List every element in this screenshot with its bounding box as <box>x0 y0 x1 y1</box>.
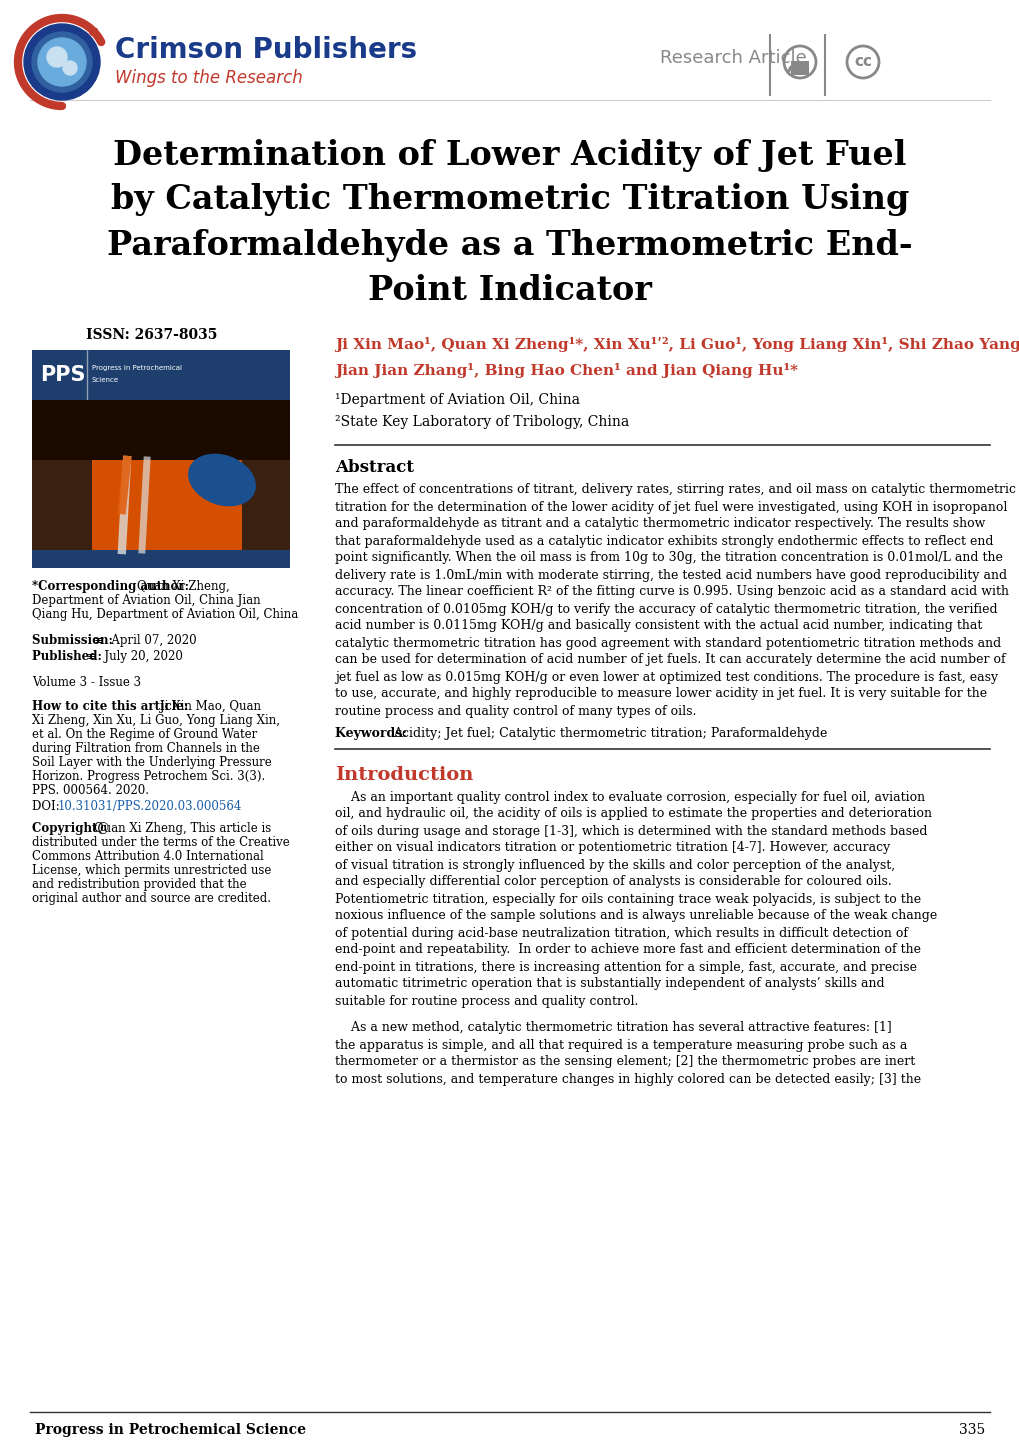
Text: As a new method, catalytic thermometric titration has several attractive feature: As a new method, catalytic thermometric … <box>334 1021 891 1034</box>
Circle shape <box>63 61 76 75</box>
Text: As an important quality control index to evaluate corrosion, especially for fuel: As an important quality control index to… <box>334 790 924 803</box>
Text: Keywords:: Keywords: <box>334 727 411 740</box>
Text: that paraformaldehyde used as a catalytic indicator exhibits strongly endothermi: that paraformaldehyde used as a catalyti… <box>334 535 993 548</box>
Text: License, which permits unrestricted use: License, which permits unrestricted use <box>32 864 271 877</box>
Text: and redistribution provided that the: and redistribution provided that the <box>32 878 247 891</box>
Text: original author and source are credited.: original author and source are credited. <box>32 893 271 906</box>
Text: Point Indicator: Point Indicator <box>368 274 651 307</box>
FancyBboxPatch shape <box>32 399 289 549</box>
Text: Qiang Hu, Department of Aviation Oil, China: Qiang Hu, Department of Aviation Oil, Ch… <box>32 609 298 622</box>
Text: of potential during acid-base neutralization titration, which results in difficu: of potential during acid-base neutraliza… <box>334 927 907 940</box>
Text: acid number is 0.0115mg KOH/g and basically consistent with the actual acid numb: acid number is 0.0115mg KOH/g and basica… <box>334 620 981 633</box>
Text: titration for the determination of the lower acidity of jet fuel were investigat: titration for the determination of the l… <box>334 500 1007 513</box>
Circle shape <box>24 25 100 99</box>
Text: Determination of Lower Acidity of Jet Fuel: Determination of Lower Acidity of Jet Fu… <box>113 138 906 172</box>
Text: to use, accurate, and highly reproducible to measure lower acidity in jet fuel. : to use, accurate, and highly reproducibl… <box>334 688 986 701</box>
Text: Progress in Petrochemical: Progress in Petrochemical <box>92 365 181 371</box>
Text: Potentiometric titration, especially for oils containing trace weak polyacids, i: Potentiometric titration, especially for… <box>334 893 920 906</box>
Text: PPS. 000564. 2020.: PPS. 000564. 2020. <box>32 784 149 797</box>
Text: of oils during usage and storage [1-3], which is determined with the standard me: of oils during usage and storage [1-3], … <box>334 825 926 838</box>
Text: Paraformaldehyde as a Thermometric End-: Paraformaldehyde as a Thermometric End- <box>107 228 912 261</box>
Text: et al. On the Regime of Ground Water: et al. On the Regime of Ground Water <box>32 728 257 741</box>
Text: 10.31031/PPS.2020.03.000564: 10.31031/PPS.2020.03.000564 <box>58 800 243 813</box>
Text: thermometer or a thermistor as the sensing element; [2] the thermometric probes : thermometer or a thermistor as the sensi… <box>334 1056 914 1069</box>
Circle shape <box>32 32 92 92</box>
Text: Ji Xin Mao, Quan: Ji Xin Mao, Quan <box>160 699 261 712</box>
Text: point significantly. When the oil mass is from 10g to 30g, the titration concent: point significantly. When the oil mass i… <box>334 551 1002 564</box>
Text: concentration of 0.0105mg KOH/g to verify the accuracy of catalytic thermometric: concentration of 0.0105mg KOH/g to verif… <box>334 603 997 616</box>
Text: Submission:: Submission: <box>32 634 117 647</box>
Text: Wings to the Research: Wings to the Research <box>115 69 303 87</box>
Text: and paraformaldehyde as titrant and a catalytic thermometric indicator respectiv: and paraformaldehyde as titrant and a ca… <box>334 518 984 531</box>
Text: can be used for determination of acid number of jet fuels. It can accurately det: can be used for determination of acid nu… <box>334 653 1005 666</box>
Text: and especially differential color perception of analysts is considerable for col: and especially differential color percep… <box>334 875 891 888</box>
Text: Crimson Publishers: Crimson Publishers <box>115 36 417 63</box>
Text: by Catalytic Thermometric Titration Using: by Catalytic Thermometric Titration Usin… <box>111 183 908 216</box>
FancyBboxPatch shape <box>32 350 289 399</box>
Text: Abstract: Abstract <box>334 460 414 476</box>
Text: automatic titrimetric operation that is substantially independent of analysts’ s: automatic titrimetric operation that is … <box>334 978 883 991</box>
Text: routine process and quality control of many types of oils.: routine process and quality control of m… <box>334 705 696 718</box>
Text: 335: 335 <box>958 1423 984 1438</box>
Text: ≡  April 07, 2020: ≡ April 07, 2020 <box>94 634 197 647</box>
Text: Soil Layer with the Underlying Pressure: Soil Layer with the Underlying Pressure <box>32 756 271 769</box>
Text: to most solutions, and temperature changes in highly colored can be detected eas: to most solutions, and temperature chang… <box>334 1073 920 1086</box>
Text: cc: cc <box>853 55 871 69</box>
Text: Quan Xi Zheng,: Quan Xi Zheng, <box>137 580 229 593</box>
Text: jet fuel as low as 0.015mg KOH/g or even lower at optimized test conditions. The: jet fuel as low as 0.015mg KOH/g or even… <box>334 671 998 684</box>
Text: Copyright@: Copyright@ <box>32 822 113 835</box>
Text: Research Article: Research Article <box>659 49 806 66</box>
Circle shape <box>38 37 86 87</box>
Text: ¹Department of Aviation Oil, China: ¹Department of Aviation Oil, China <box>334 394 580 407</box>
Text: of visual titration is strongly influenced by the skills and color perception of: of visual titration is strongly influenc… <box>334 858 895 871</box>
Text: DOI:: DOI: <box>32 800 63 813</box>
Text: end-point in titrations, there is increasing attention for a simple, fast, accur: end-point in titrations, there is increa… <box>334 960 916 973</box>
Text: PPS: PPS <box>40 365 86 385</box>
Text: Department of Aviation Oil, China Jian: Department of Aviation Oil, China Jian <box>32 594 261 607</box>
FancyBboxPatch shape <box>790 61 808 75</box>
FancyBboxPatch shape <box>32 549 289 568</box>
Text: Progress in Petrochemical Science: Progress in Petrochemical Science <box>35 1423 306 1438</box>
Text: How to cite this article:: How to cite this article: <box>32 699 192 712</box>
Text: delivery rate is 1.0mL/min with moderate stirring, the tested acid numbers have : delivery rate is 1.0mL/min with moderate… <box>334 568 1006 581</box>
Text: ²State Key Laboratory of Tribology, China: ²State Key Laboratory of Tribology, Chin… <box>334 415 629 430</box>
Text: Volume 3 - Issue 3: Volume 3 - Issue 3 <box>32 676 141 689</box>
Text: Ji Xin Mao¹, Quan Xi Zheng¹*, Xin Xu¹ʹ², Li Guo¹, Yong Liang Xin¹, Shi Zhao Yang: Ji Xin Mao¹, Quan Xi Zheng¹*, Xin Xu¹ʹ²,… <box>334 337 1019 352</box>
Text: ISSN: 2637-8035: ISSN: 2637-8035 <box>87 327 217 342</box>
Text: end-point and repeatability.  In order to achieve more fast and efficient determ: end-point and repeatability. In order to… <box>334 943 920 956</box>
Text: oil, and hydraulic oil, the acidity of oils is applied to estimate the propertie: oil, and hydraulic oil, the acidity of o… <box>334 808 931 820</box>
Text: either on visual indicators titration or potentiometric titration [4-7]. However: either on visual indicators titration or… <box>334 842 890 855</box>
Text: ≡  July 20, 2020: ≡ July 20, 2020 <box>87 650 182 663</box>
Text: the apparatus is simple, and all that required is a temperature measuring probe : the apparatus is simple, and all that re… <box>334 1038 907 1051</box>
FancyBboxPatch shape <box>92 399 242 549</box>
Text: suitable for routine process and quality control.: suitable for routine process and quality… <box>334 995 638 1008</box>
Text: noxious influence of the sample solutions and is always unreliable because of th: noxious influence of the sample solution… <box>334 910 936 923</box>
Text: Xi Zheng, Xin Xu, Li Guo, Yong Liang Xin,: Xi Zheng, Xin Xu, Li Guo, Yong Liang Xin… <box>32 714 280 727</box>
Text: distributed under the terms of the Creative: distributed under the terms of the Creat… <box>32 836 289 849</box>
Ellipse shape <box>187 454 256 506</box>
Text: Jian Jian Zhang¹, Bing Hao Chen¹ and Jian Qiang Hu¹*: Jian Jian Zhang¹, Bing Hao Chen¹ and Jia… <box>334 362 797 378</box>
Text: Science: Science <box>92 376 119 384</box>
Text: The effect of concentrations of titrant, delivery rates, stirring rates, and oil: The effect of concentrations of titrant,… <box>334 483 1015 496</box>
Text: *Corresponding author:: *Corresponding author: <box>32 580 193 593</box>
Text: Introduction: Introduction <box>334 766 473 784</box>
Text: Acidity; Jet fuel; Catalytic thermometric titration; Paraformaldehyde: Acidity; Jet fuel; Catalytic thermometri… <box>392 727 826 740</box>
Text: Quan Xi Zheng, This article is: Quan Xi Zheng, This article is <box>94 822 271 835</box>
Text: catalytic thermometric titration has good agreement with standard potentiometric: catalytic thermometric titration has goo… <box>334 636 1001 649</box>
Text: Commons Attribution 4.0 International: Commons Attribution 4.0 International <box>32 849 264 862</box>
FancyBboxPatch shape <box>32 399 289 460</box>
Text: during Filtration from Channels in the: during Filtration from Channels in the <box>32 743 260 756</box>
Text: Published:: Published: <box>32 650 106 663</box>
Text: accuracy. The linear coefficient R² of the fitting curve is 0.995. Using benzoic: accuracy. The linear coefficient R² of t… <box>334 585 1008 598</box>
Circle shape <box>47 48 67 66</box>
Text: Horizon. Progress Petrochem Sci. 3(3).: Horizon. Progress Petrochem Sci. 3(3). <box>32 770 265 783</box>
